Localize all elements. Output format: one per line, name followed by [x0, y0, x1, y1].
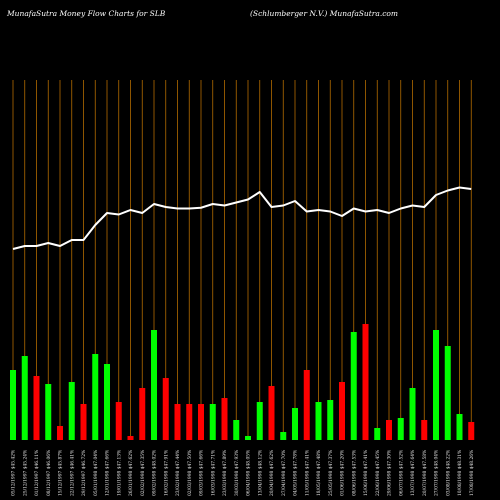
money-flow-bar — [409, 388, 416, 440]
money-flow-bar — [292, 408, 298, 440]
money-flow-bar — [397, 418, 404, 440]
money-flow-bar — [186, 404, 193, 440]
x-tick-label: 29/06/1998 $47.30% — [388, 450, 393, 496]
x-tick-label: 29/12/1997 $46.72% — [82, 450, 87, 496]
x-tick-label: 18/05/1998 $47.48% — [317, 450, 322, 496]
x-tick-label: 02/02/1998 $47.35% — [141, 450, 146, 496]
money-flow-bar — [57, 426, 63, 440]
x-tick-label: 27/07/1998 $48.04% — [435, 450, 440, 496]
x-tick-label: 06/04/1998 $48.05% — [247, 450, 252, 496]
money-flow-bar — [280, 432, 287, 440]
money-flow-bar — [233, 420, 240, 440]
x-tick-label: 03/08/1998 $48.22% — [446, 450, 451, 496]
chart-header-right: (Schlumberger N.V.) MunafaSutra.com — [250, 9, 399, 18]
money-flow-bar — [92, 354, 99, 440]
money-flow-bar — [315, 402, 322, 440]
x-tick-label: 17/08/1998 $48.26% — [470, 450, 475, 496]
x-tick-label: 13/04/1998 $48.12% — [258, 450, 263, 496]
money-flow-bar — [151, 330, 157, 440]
money-flow-bar — [362, 324, 369, 440]
gridlines — [12, 80, 472, 440]
x-tick-label: 04/05/1998 $47.78% — [294, 450, 299, 496]
money-flow-bar — [444, 346, 451, 440]
money-flow-bar — [104, 364, 110, 440]
money-flow-bar — [21, 356, 28, 440]
x-tick-label: 10/08/1998 $48.31% — [458, 450, 463, 496]
money-flow-bar — [468, 422, 475, 440]
money-flow-bar — [256, 402, 263, 440]
x-tick-label: 12/01/1998 $47.66% — [106, 450, 111, 496]
x-tick-label: 08/12/1997 $46.06% — [47, 450, 52, 496]
x-tick-label: 16/02/1998 $47.91% — [164, 450, 169, 496]
x-tick-label: 23/02/1998 $47.44% — [176, 450, 181, 496]
money-flow-bar — [80, 404, 87, 440]
x-tick-label: 13/07/1998 $47.64% — [411, 450, 416, 496]
x-tick-label: 05/12/1997 $45.42% — [12, 450, 17, 496]
x-tick-label: 27/04/1998 $47.70% — [282, 450, 287, 496]
money-flow-bar — [139, 388, 146, 440]
money-flow-bar — [433, 330, 439, 440]
money-flow-bar — [33, 376, 40, 440]
money-flow-bar — [421, 420, 428, 440]
money-flow-bar — [127, 436, 134, 440]
x-tick-label: 22/06/1998 $47.45% — [376, 450, 381, 496]
money-flow-bar — [174, 404, 181, 440]
money-flow-bars — [10, 324, 475, 440]
money-flow-bar — [198, 404, 204, 440]
money-flow-bar — [162, 378, 169, 440]
money-flow-bar — [268, 386, 275, 440]
x-tick-label: 01/12/1997 $46.11% — [35, 450, 40, 496]
x-tick-label: 23/03/1998 $47.89% — [223, 450, 228, 496]
x-tick-label: 25/05/1998 $47.37% — [329, 450, 334, 496]
money-flow-bar — [10, 370, 16, 440]
money-flow-bar — [456, 414, 463, 440]
x-tick-label: 22/12/1997 $46.41% — [70, 450, 75, 496]
price-line-layer — [12, 186, 472, 250]
price-line — [12, 186, 472, 250]
x-tick-label: 20/04/1998 $47.62% — [270, 450, 275, 496]
x-tick-label: 15/06/1998 $47.41% — [364, 450, 369, 496]
x-axis-labels: 05/12/1997 $45.42% 25/12/1997 $45.24% 01/1… — [12, 450, 475, 496]
x-tick-label: 09/02/1998 $48.02% — [153, 450, 158, 496]
chart-header-left: MunafaSutra Money Flow Charts for SLB — [7, 9, 166, 18]
x-tick-label: 06/07/1998 $47.52% — [399, 450, 404, 496]
money-flow-bar — [374, 428, 381, 440]
money-flow-bar — [209, 404, 216, 440]
x-tick-label: 26/01/1998 $47.62% — [129, 450, 134, 496]
money-flow-bar — [350, 332, 357, 440]
money-flow-bar — [327, 400, 334, 440]
x-tick-label: 30/03/1998 $47.93% — [235, 450, 240, 496]
x-tick-label: 20/07/1998 $47.58% — [423, 450, 428, 496]
x-tick-label: 02/03/1998 $47.50% — [188, 450, 193, 496]
x-tick-label: 16/03/1998 $47.71% — [211, 450, 216, 496]
x-tick-label: 11/05/1998 $47.41% — [305, 450, 310, 496]
x-tick-label: 25/12/1997 $45.24% — [23, 450, 28, 496]
x-tick-label: 05/01/1998 $47.04% — [94, 450, 99, 496]
x-tick-label: 09/03/1998 $47.66% — [200, 450, 205, 496]
money-flow-bar — [339, 382, 345, 440]
money-flow-bar — [68, 382, 75, 440]
x-tick-label: 08/06/1998 $47.53% — [352, 450, 357, 496]
x-tick-label: 01/06/1998 $47.20% — [341, 450, 346, 496]
x-tick-label: 15/12/1997 $45.87% — [59, 450, 64, 496]
money-flow-bar — [115, 402, 122, 440]
money-flow-bar — [45, 384, 52, 440]
money-flow-bar — [386, 420, 392, 440]
money-flow-bar — [245, 436, 251, 440]
x-tick-label: 19/01/1998 $47.13% — [117, 450, 122, 496]
money-flow-bar — [221, 398, 228, 440]
money-flow-bar — [303, 370, 310, 440]
